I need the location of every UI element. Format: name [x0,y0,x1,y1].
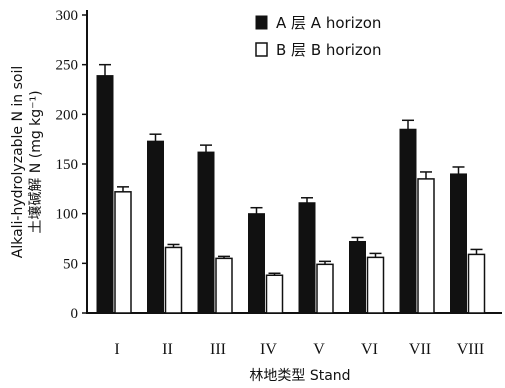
bar-b-horizon [417,178,435,314]
bar-b-horizon [164,246,183,314]
bar-b-horizon [265,274,284,314]
legend: A 层 A horizon B 层 B horizon [255,14,381,59]
y-tick-label: 200 [56,107,79,123]
y-tick-label: 0 [71,306,79,322]
x-category-label: II [162,341,173,358]
bar-b-horizon [114,191,132,314]
bar-b-horizon [215,257,233,314]
y-tick-label: 300 [56,8,79,24]
legend-swatch-a [255,15,268,30]
bar-b-horizon [467,253,486,314]
y-axis-label-line1: Alkali-hydrolyzable N in soil [10,66,26,259]
bar-a-horizon [248,213,265,314]
bar-a-horizon [450,173,467,314]
x-category-label: VII [409,341,431,358]
x-category-label: IV [260,341,277,358]
x-category-label: III [210,341,226,358]
bar-b-horizon [316,263,334,314]
bar-a-horizon [399,128,417,314]
legend-swatch-b [255,42,268,57]
x-category-label: V [313,341,325,358]
bar-a-horizon [349,240,366,314]
x-category-labels: I II III IV V VI VII VIII [114,341,484,358]
x-category-label: VIII [457,341,485,358]
y-axis-label-line2: 土壤碱解 N (mg kg⁻¹) [27,90,44,233]
bar-a-horizon [96,75,114,314]
y-tick-label: 100 [56,207,79,223]
bar-a-horizon [147,140,164,314]
y-axis-label: Alkali-hydrolyzable N in soil 土壤碱解 N (mg… [10,66,44,259]
legend-label-b: B 层 B horizon [276,41,381,59]
bars [96,63,486,314]
y-tick-label: 150 [56,157,79,173]
legend-label-a: A 层 A horizon [276,14,381,32]
y-ticks: 0 50 100 150 200 250 300 [56,8,87,322]
bar-a-horizon [298,202,316,314]
bar-a-horizon [197,151,215,314]
x-category-label: VI [361,341,378,358]
x-category-label: I [114,341,119,358]
x-axis-label: 林地类型 Stand [249,368,350,384]
bar-b-horizon [366,256,385,314]
y-tick-label: 250 [56,58,79,74]
y-tick-label: 50 [63,256,78,272]
